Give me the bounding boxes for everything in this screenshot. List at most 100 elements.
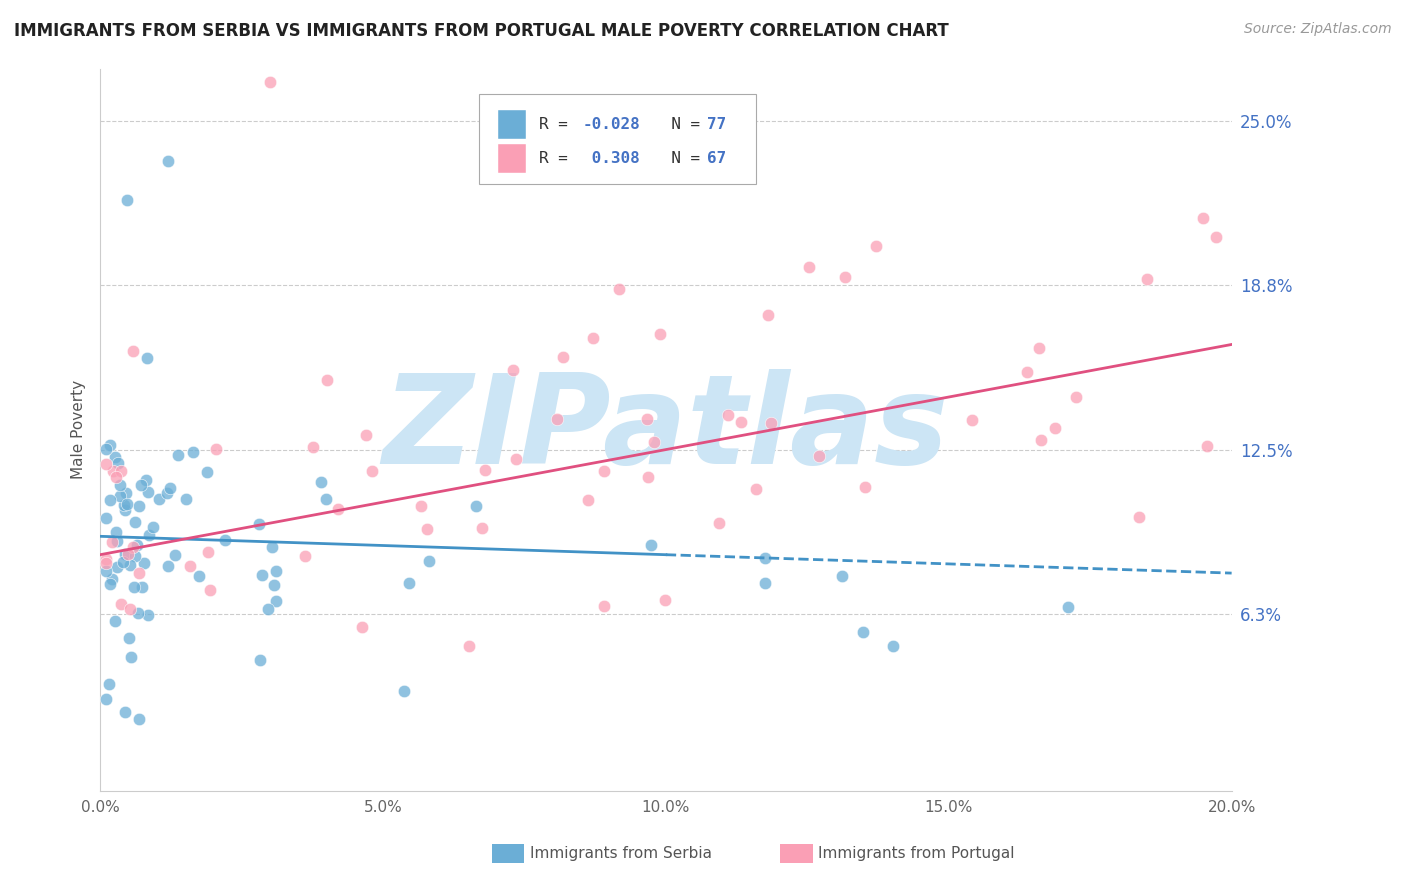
Point	[409, 500, 432, 514]
Text: 0.308: 0.308	[582, 152, 640, 167]
Point	[853, 480, 876, 494]
Point	[1197, 439, 1219, 453]
Point	[181, 445, 204, 459]
Point	[198, 583, 221, 598]
Point	[315, 491, 337, 506]
Point	[94, 564, 117, 578]
Point	[474, 463, 496, 477]
Point	[174, 492, 197, 507]
Point	[464, 499, 486, 513]
Point	[576, 493, 599, 508]
Point	[309, 475, 332, 489]
Point	[263, 577, 285, 591]
Point	[114, 706, 136, 720]
Point	[882, 639, 904, 653]
Point	[250, 567, 273, 582]
Text: Source: ZipAtlas.com: Source: ZipAtlas.com	[1244, 22, 1392, 37]
Point	[505, 452, 527, 467]
Point	[197, 545, 219, 559]
Point	[94, 692, 117, 706]
Point	[416, 522, 439, 536]
Text: Immigrants from Portugal: Immigrants from Portugal	[818, 847, 1015, 861]
Point	[249, 653, 271, 667]
Point	[637, 470, 659, 484]
Point	[418, 554, 440, 568]
Point	[98, 493, 121, 508]
Point	[128, 566, 150, 581]
Y-axis label: Male Poverty: Male Poverty	[72, 380, 86, 479]
Point	[128, 500, 150, 514]
FancyBboxPatch shape	[498, 145, 526, 173]
Point	[807, 450, 830, 464]
Point	[398, 576, 420, 591]
Point	[1056, 600, 1078, 615]
Point	[110, 478, 132, 492]
Point	[108, 489, 131, 503]
Point	[458, 639, 481, 653]
Point	[1128, 510, 1150, 524]
Point	[105, 560, 128, 574]
Point	[1045, 421, 1067, 435]
Point	[360, 464, 382, 478]
Point	[650, 326, 672, 341]
Point	[607, 281, 630, 295]
FancyBboxPatch shape	[498, 111, 526, 139]
Point	[118, 631, 141, 645]
Point	[124, 549, 146, 563]
Point	[122, 344, 145, 359]
Point	[101, 535, 124, 549]
Point	[124, 515, 146, 529]
Point	[707, 516, 730, 531]
Point	[551, 350, 574, 364]
Point	[159, 481, 181, 495]
Point	[148, 491, 170, 506]
Point	[643, 434, 665, 449]
Point	[754, 575, 776, 590]
Point	[962, 413, 984, 427]
Point	[157, 559, 180, 574]
Point	[115, 193, 138, 207]
Point	[100, 577, 122, 591]
Point	[120, 602, 142, 616]
Point	[138, 528, 160, 542]
Point	[111, 555, 134, 569]
Point	[104, 614, 127, 628]
Point	[163, 548, 186, 562]
Point	[865, 239, 887, 253]
Point	[136, 484, 159, 499]
Point	[744, 482, 766, 496]
Point	[142, 520, 165, 534]
Point	[138, 607, 160, 622]
Point	[179, 559, 201, 574]
Point	[122, 540, 145, 554]
Point	[1015, 365, 1038, 379]
Point	[852, 625, 875, 640]
Point	[1031, 433, 1053, 447]
Point	[94, 458, 117, 472]
Point	[640, 538, 662, 552]
Point	[262, 540, 284, 554]
Point	[301, 440, 323, 454]
Point	[117, 547, 139, 561]
Point	[101, 572, 124, 586]
Text: Immigrants from Serbia: Immigrants from Serbia	[530, 847, 711, 861]
Point	[1192, 211, 1215, 226]
Point	[195, 465, 218, 479]
Point	[96, 442, 118, 457]
Text: -0.028: -0.028	[582, 118, 640, 132]
Point	[101, 464, 124, 478]
Point	[257, 601, 280, 615]
Point	[831, 568, 853, 582]
Point	[797, 260, 820, 275]
Text: 67: 67	[707, 152, 725, 167]
Point	[592, 599, 614, 614]
Point	[204, 442, 226, 456]
Point	[1205, 229, 1227, 244]
Point	[98, 677, 121, 691]
Point	[98, 438, 121, 452]
Point	[247, 516, 270, 531]
Point	[110, 465, 132, 479]
Point	[104, 450, 127, 465]
Point	[214, 533, 236, 547]
Point	[294, 549, 316, 563]
